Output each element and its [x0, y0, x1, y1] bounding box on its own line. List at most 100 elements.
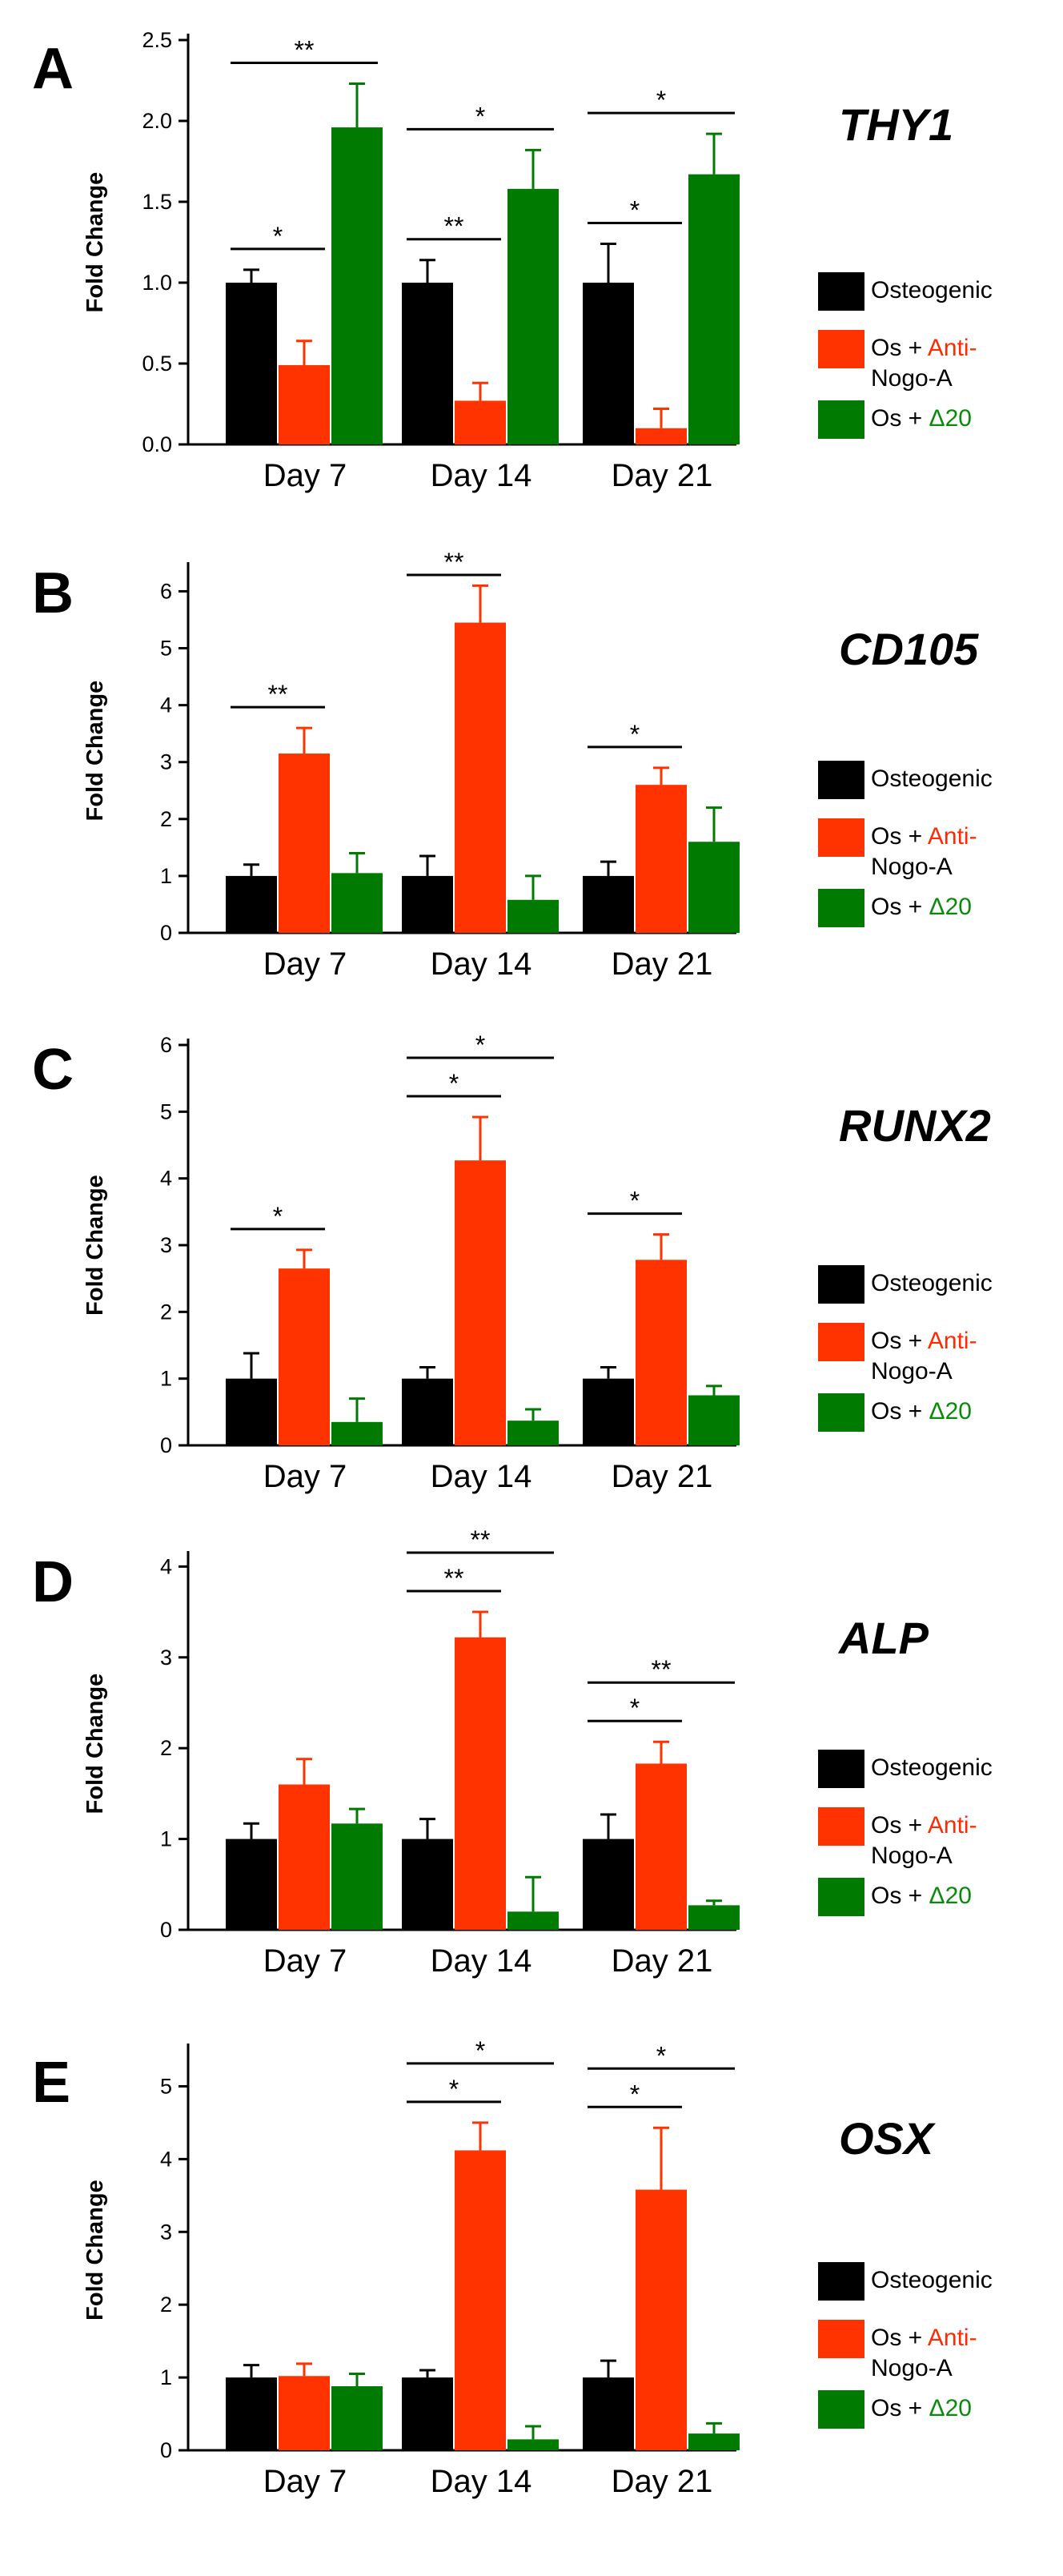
x-category-label: Day 21 — [612, 1943, 713, 1979]
legend-label: Osteogenic — [871, 1270, 993, 1296]
significance-label: * — [630, 1187, 640, 1216]
legend-label: Osteogenic — [871, 766, 993, 792]
bar — [583, 1378, 634, 1445]
y-tick-label: 5 — [160, 637, 172, 661]
legend-label-part: Os + — [871, 1883, 929, 1909]
legend-swatch — [818, 2262, 864, 2301]
bar — [507, 2439, 559, 2450]
legend-label-part: Osteogenic — [871, 2267, 993, 2293]
x-category-label: Day 7 — [263, 1943, 347, 1979]
bar — [455, 2150, 506, 2450]
bar — [455, 400, 506, 444]
legend-swatch — [818, 2390, 864, 2429]
legend-label-part: Δ20 — [929, 2395, 972, 2421]
legend-swatch — [818, 2320, 864, 2358]
bar — [455, 622, 506, 933]
legend-label-part: Os + — [871, 2325, 928, 2351]
y-tick-label: 3 — [160, 1233, 172, 1257]
legend-label-part: Os + — [871, 823, 928, 850]
panel-letter: A — [32, 37, 74, 101]
legend-swatch — [818, 889, 864, 927]
x-category-label: Day 21 — [612, 1459, 713, 1494]
legend-label: Os + Anti- — [871, 1328, 977, 1354]
bar — [688, 842, 740, 933]
bar — [402, 283, 453, 444]
legend-swatch — [818, 1878, 864, 1916]
bar — [226, 283, 277, 444]
bar — [279, 2376, 330, 2450]
significance-label: ** — [471, 1525, 491, 1554]
y-tick-label: 4 — [160, 1167, 172, 1191]
bar — [507, 1421, 559, 1445]
panel-e: E OSX Fold Change 0 1 2 3 4 5 Day 7 Day 14 Day 21 * *… — [32, 2036, 993, 2499]
y-tick-label: 6 — [160, 1033, 172, 1057]
bar — [507, 1911, 559, 1930]
significance-label: ** — [444, 212, 464, 241]
legend-label: Osteogenic — [871, 277, 993, 303]
y-tick-label: 2.5 — [142, 28, 172, 52]
y-tick-label: 2 — [160, 2293, 172, 2317]
legend-label: Os + Anti- — [871, 823, 977, 850]
legend-label: Osteogenic — [871, 2267, 993, 2293]
bar — [331, 2386, 383, 2450]
legend-label-part: Os + — [871, 2395, 929, 2421]
bar — [583, 2377, 634, 2450]
x-category-label: Day 21 — [612, 2464, 713, 2499]
legend-swatch — [818, 818, 864, 857]
y-tick-label: 0 — [160, 2438, 172, 2462]
bar — [636, 785, 687, 933]
significance-label: * — [630, 720, 640, 749]
legend-label: Os + Anti- — [871, 335, 977, 361]
significance-label: ** — [295, 36, 315, 65]
y-axis-label: Fold Change — [82, 2180, 108, 2321]
legend-label-part: Δ20 — [929, 894, 972, 920]
bar — [226, 2377, 277, 2450]
legend-swatch — [818, 272, 864, 311]
legend: Osteogenic Os + Anti- Nogo-A Os + Δ20 — [818, 272, 993, 439]
legend-label-part: Os + — [871, 1398, 929, 1425]
significance-label: * — [656, 86, 666, 115]
significance-label: ** — [444, 1564, 464, 1593]
x-category-label: Day 14 — [431, 1459, 532, 1494]
y-tick-label: 1 — [160, 2365, 172, 2389]
x-category-label: Day 14 — [431, 946, 532, 982]
x-category-label: Day 14 — [431, 458, 532, 493]
y-tick-label: 1 — [160, 864, 172, 888]
legend-label-line2: Nogo-A — [871, 854, 953, 880]
legend-label-part: Osteogenic — [871, 1754, 993, 1781]
legend-label: Os + Anti- — [871, 2325, 977, 2351]
significance-label: * — [475, 102, 485, 131]
bar — [507, 899, 559, 933]
y-tick-label: 2 — [160, 1736, 172, 1760]
bar — [688, 1905, 740, 1930]
y-axis-label: Fold Change — [82, 1175, 108, 1316]
y-tick-label: 3 — [160, 750, 172, 774]
significance-label: * — [630, 1694, 640, 1722]
significance-label: ** — [444, 548, 464, 577]
bar — [402, 1839, 453, 1930]
y-tick-label: 1 — [160, 1367, 172, 1391]
legend: Osteogenic Os + Anti- Nogo-A Os + Δ20 — [818, 2262, 993, 2429]
legend-label: Os + Δ20 — [871, 1883, 972, 1909]
bar — [226, 1378, 277, 1445]
y-tick-label: 2 — [160, 807, 172, 831]
y-tick-label: 0.5 — [142, 352, 172, 376]
bar — [402, 1378, 453, 1445]
y-axis-label: Fold Change — [82, 172, 108, 313]
bar — [279, 754, 330, 933]
legend-label-line2: Nogo-A — [871, 2355, 953, 2381]
legend: Osteogenic Os + Anti- Nogo-A Os + Δ20 — [818, 1750, 993, 1916]
gene-title: ALP — [837, 1613, 929, 1663]
legend: Osteogenic Os + Anti- Nogo-A Os + Δ20 — [818, 761, 993, 927]
y-axis-label: Fold Change — [82, 681, 108, 822]
significance-label: * — [449, 1069, 459, 1098]
y-tick-label: 4 — [160, 2147, 172, 2171]
bar — [455, 1637, 506, 1930]
y-tick-label: 5 — [160, 1099, 172, 1123]
y-tick-label: 2 — [160, 1300, 172, 1324]
legend-label-part: Δ20 — [929, 405, 972, 432]
legend-label: Osteogenic — [871, 1754, 993, 1781]
legend-label: Os + Δ20 — [871, 1398, 972, 1425]
bar — [636, 428, 687, 444]
